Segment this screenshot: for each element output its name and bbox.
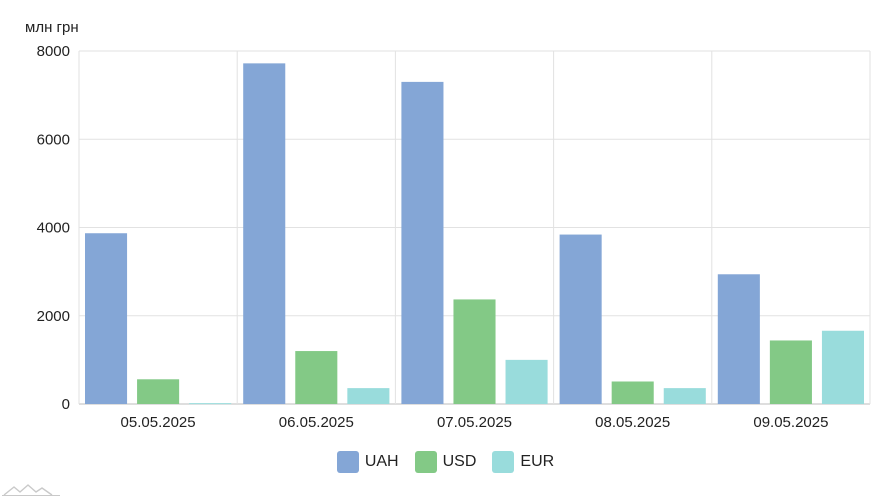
bar-eur-08.05.2025[interactable]: [663, 388, 706, 404]
axis-layer: 0 2000 4000 6000 8000 05.05.2025 06.05.2025 07.…: [37, 43, 829, 431]
legend-item-eur[interactable]: EUR: [492, 451, 554, 473]
x-tick-label: 06.05.2025: [279, 414, 354, 431]
legend-label-usd: USD: [442, 453, 477, 470]
y-tick-label: 8000: [37, 43, 70, 60]
x-tick-label: 09.05.2025: [753, 414, 828, 431]
bar-eur-06.05.2025[interactable]: [347, 388, 390, 404]
legend-item-uah[interactable]: UAH: [336, 451, 399, 473]
legend: UAH USD EUR: [0, 451, 891, 473]
bars-layer: [85, 63, 864, 405]
y-tick-label: 6000: [37, 131, 70, 148]
bar-eur-07.05.2025[interactable]: [505, 359, 548, 404]
y-tick-label: 4000: [37, 220, 70, 237]
bar-uah-07.05.2025[interactable]: [401, 81, 444, 404]
y-tick-label: 0: [62, 396, 70, 413]
bar-eur-05.05.2025[interactable]: [189, 403, 232, 405]
legend-item-usd[interactable]: USD: [414, 451, 477, 473]
y-unit-label: млн грн: [25, 19, 79, 36]
bar-uah-05.05.2025[interactable]: [85, 233, 128, 404]
legend-swatch-uah: [336, 451, 359, 473]
bar-usd-07.05.2025[interactable]: [453, 299, 496, 404]
x-tick-label: 05.05.2025: [121, 414, 196, 431]
legend-label-uah: UAH: [364, 453, 399, 470]
watermark-logo-icon: [2, 484, 60, 496]
legend-swatch-eur: [492, 451, 515, 473]
bar-uah-08.05.2025[interactable]: [559, 234, 602, 404]
legend-swatch-usd: [414, 451, 437, 473]
x-tick-label: 08.05.2025: [595, 414, 670, 431]
bar-uah-09.05.2025[interactable]: [717, 274, 760, 404]
bar-chart: 0 2000 4000 6000 8000 05.05.2025 06.05.2025 07.…: [25, 19, 871, 431]
bar-usd-05.05.2025[interactable]: [137, 379, 180, 404]
bar-eur-09.05.2025[interactable]: [821, 330, 864, 404]
x-tick-label: 07.05.2025: [437, 414, 512, 431]
bar-uah-06.05.2025[interactable]: [243, 63, 286, 404]
y-tick-label: 2000: [37, 308, 70, 325]
bar-usd-08.05.2025[interactable]: [611, 381, 654, 404]
grid-layer: [78, 50, 871, 405]
bar-usd-06.05.2025[interactable]: [295, 351, 338, 404]
legend-label-eur: EUR: [520, 453, 555, 470]
bar-usd-09.05.2025[interactable]: [769, 340, 812, 404]
